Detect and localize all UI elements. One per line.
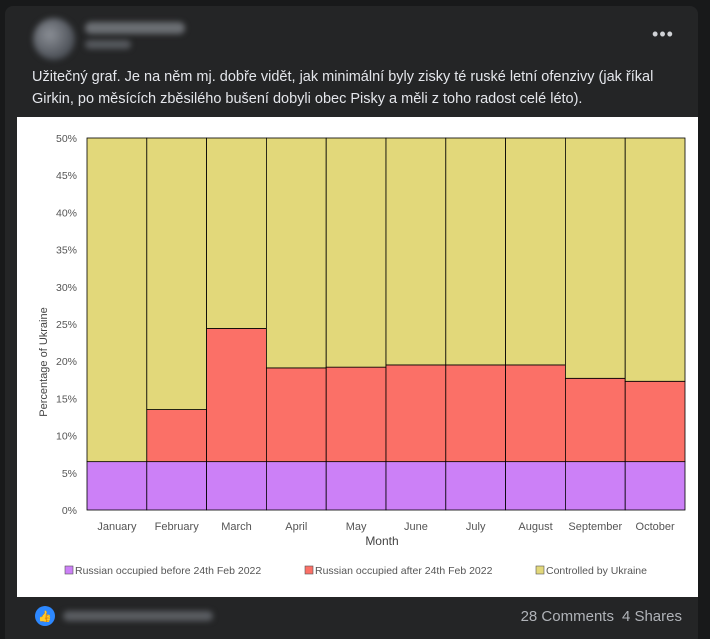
bar-segment (265, 367, 327, 463)
bar-segment (445, 364, 506, 463)
post-card: ••• Užitečný graf. Je na něm mj. dobře v… (5, 6, 698, 639)
post-caption: Užitečný graf. Je na něm mj. dobře vidět… (32, 69, 654, 107)
x-tick-label: March (221, 521, 252, 533)
bar-segment (325, 366, 387, 463)
y-tick-label: 40% (56, 207, 77, 219)
bar-segment (385, 364, 447, 463)
bar-segment (86, 137, 148, 463)
y-tick-label: 10% (56, 431, 77, 443)
bar-segment (565, 377, 626, 463)
legend-swatch (64, 565, 74, 575)
bar-segment (325, 137, 387, 368)
legend-label: Russian occupied after 24th Feb 2022 (315, 565, 493, 577)
stacked-bar-chart: 0% 5% 10% 15% 20% 25% 30% 35% 40% 45% 50% January F… (38, 133, 686, 577)
legend-label: Russian occupied before 24th Feb 2022 (75, 565, 261, 577)
bar-segment (86, 461, 148, 511)
bar-segment (146, 137, 208, 410)
bar-segment (325, 461, 387, 511)
comments-count[interactable]: 28 Comments (520, 608, 614, 625)
bar-segment (146, 461, 208, 511)
y-tick-label: 15% (56, 393, 77, 405)
legend-swatch (304, 565, 314, 575)
x-tick-label: February (155, 521, 200, 533)
more-horizontal-icon: ••• (652, 23, 674, 44)
chart-bars (86, 137, 686, 511)
y-axis-label: Percentage of Ukraine (38, 307, 50, 416)
bar-segment (146, 409, 208, 463)
post-stats: 28 Comments 4 Shares (521, 608, 682, 625)
x-tick-label: January (97, 521, 137, 533)
y-tick-label: 5% (62, 468, 77, 480)
y-tick-label: 50% (56, 133, 77, 145)
x-tick-label: September (568, 521, 622, 533)
bar-segment (505, 137, 566, 366)
bar-segment (445, 137, 506, 366)
bar-segment (505, 364, 566, 463)
y-tick-label: 45% (56, 170, 77, 182)
bar-segment (565, 461, 626, 511)
x-tick-label: August (518, 521, 552, 533)
x-axis-label: Month (365, 534, 398, 548)
chart-image[interactable]: 0% 5% 10% 15% 20% 25% 30% 35% 40% 45% 50% January F… (17, 117, 698, 597)
bar-segment (624, 137, 686, 382)
y-tick-label: 35% (56, 245, 77, 257)
legend-swatch (535, 565, 545, 575)
y-tick-label: 25% (56, 319, 77, 331)
x-tick-label: April (285, 521, 307, 533)
legend-label: Controlled by Ukraine (546, 565, 647, 577)
bar-segment (385, 461, 447, 511)
y-tick-label: 30% (56, 282, 77, 294)
bar-segment (265, 137, 327, 369)
bar-segment (445, 461, 506, 511)
author-name-blurred[interactable] (85, 22, 185, 34)
reactors-blurred (63, 611, 213, 621)
bar-segment (624, 461, 686, 511)
x-tick-label: October (636, 521, 675, 533)
x-tick-label: July (466, 521, 486, 533)
more-options-button[interactable]: ••• (645, 22, 681, 46)
x-tick-label: June (404, 521, 428, 533)
bar-segment (624, 380, 686, 463)
like-icon: 👍 (35, 606, 55, 626)
reactions-summary[interactable]: 👍 (35, 606, 213, 626)
bar-segment (385, 137, 447, 366)
y-tick-label: 20% (56, 356, 77, 368)
bar-segment (206, 461, 267, 511)
y-tick-label: 0% (62, 505, 77, 517)
bar-segment (206, 328, 267, 463)
avatar[interactable] (33, 18, 75, 60)
y-axis-ticks: 0% 5% 10% 15% 20% 25% 30% 35% 40% 45% 50% (56, 133, 77, 517)
x-axis-ticks: January February March April May June July Augu… (97, 521, 675, 533)
bar-segment (206, 137, 267, 329)
bar-segment (505, 461, 566, 511)
shares-count[interactable]: 4 Shares (621, 608, 682, 625)
chart-legend: Russian occupied before 24th Feb 2022 Rus… (64, 565, 647, 577)
bar-segment (565, 137, 626, 379)
bar-segment (265, 461, 327, 511)
x-tick-label: May (346, 521, 367, 533)
post-meta-blurred (85, 40, 131, 49)
